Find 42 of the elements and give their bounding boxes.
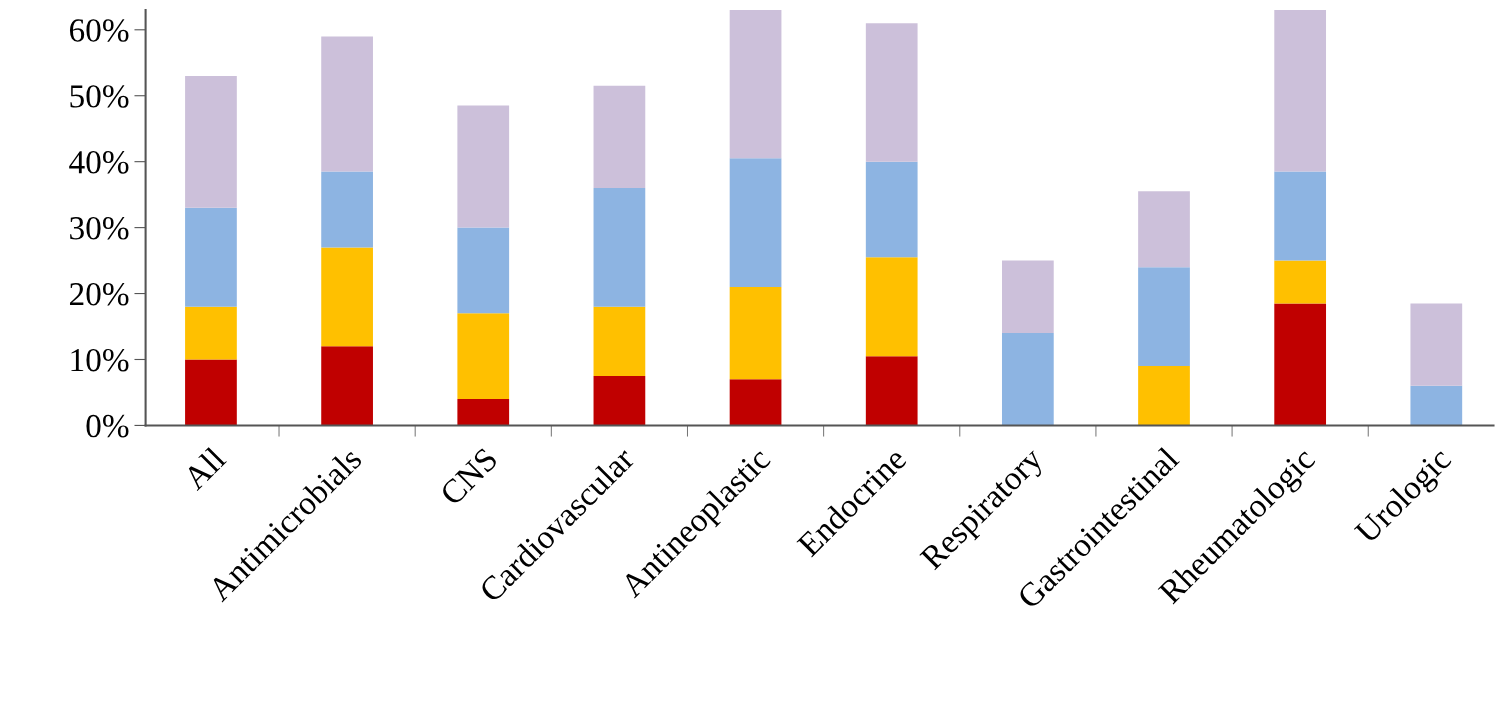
y-tick-label: 20%	[69, 282, 129, 306]
bar	[321, 36, 373, 172]
bar	[1001, 260, 1054, 334]
y-tick-label: 60%	[69, 19, 129, 42]
bar	[1274, 303, 1327, 426]
y-tick-label: 40%	[69, 151, 129, 174]
bar	[1410, 303, 1463, 386]
bar	[865, 23, 918, 162]
y-tick-label: 0%	[86, 414, 129, 438]
bar	[321, 247, 373, 347]
y-tick-label: 50%	[70, 85, 129, 108]
bar	[729, 286, 782, 380]
bar	[1274, 10, 1327, 172]
bar	[457, 105, 510, 228]
bar	[729, 10, 782, 159]
y-tick-label: 10%	[71, 348, 129, 372]
y-tick-label: 30%	[70, 217, 129, 240]
bar	[593, 306, 646, 376]
bar	[593, 188, 646, 307]
bar	[185, 359, 237, 426]
bar	[1274, 171, 1327, 261]
bar	[865, 356, 918, 426]
bar	[1410, 385, 1463, 426]
bar	[1138, 191, 1190, 268]
bar	[185, 75, 237, 208]
bar	[729, 158, 782, 287]
bar	[865, 257, 918, 357]
bar	[321, 346, 373, 426]
bar	[593, 375, 646, 426]
bar	[593, 85, 646, 189]
bar	[865, 161, 918, 258]
bar	[1138, 366, 1190, 426]
bar	[1274, 260, 1327, 304]
bar	[1001, 333, 1054, 426]
bar	[457, 313, 510, 400]
bar	[185, 306, 237, 360]
bar	[729, 379, 782, 426]
bar	[457, 227, 510, 314]
bar	[321, 171, 373, 248]
bar	[457, 399, 510, 426]
bar	[1138, 267, 1190, 367]
bar	[185, 207, 237, 307]
